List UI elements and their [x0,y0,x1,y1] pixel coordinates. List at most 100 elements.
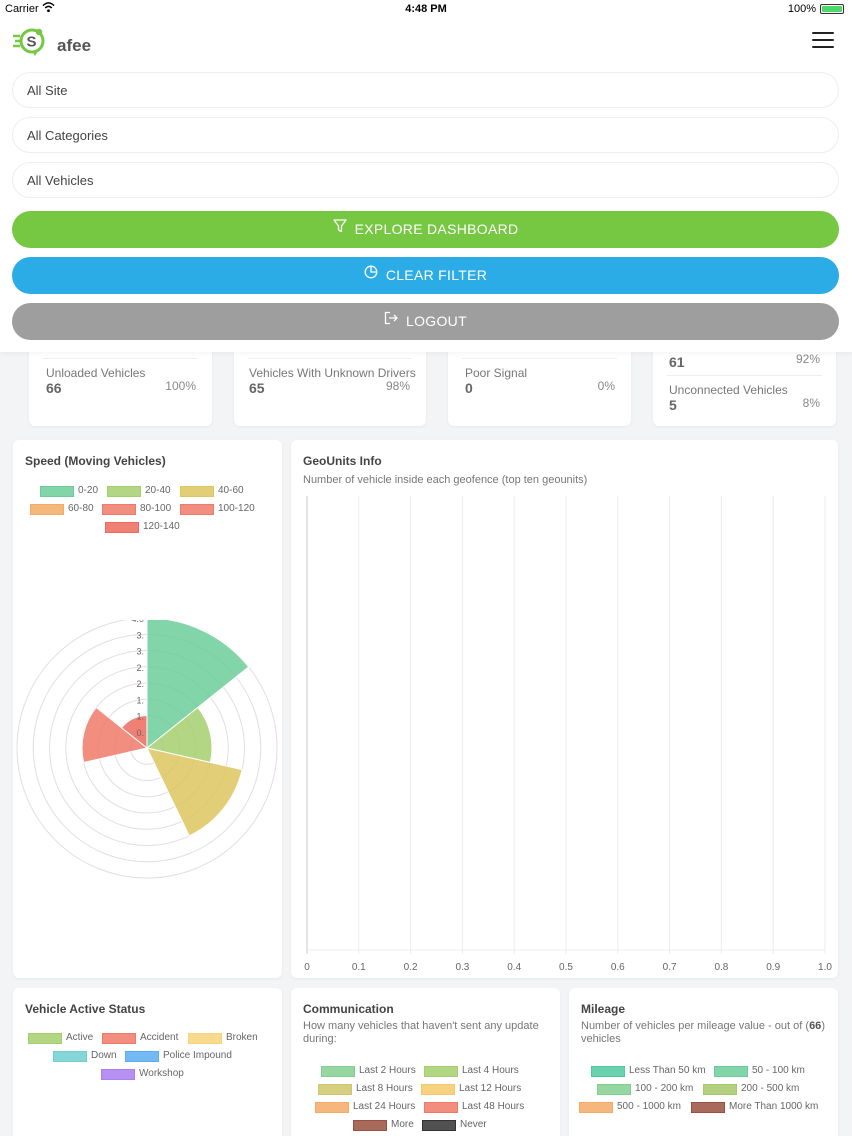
polar-segment[interactable] [146,747,243,837]
polar-tick-label: 1. [136,712,144,722]
legend-label: 100-120 [218,503,255,514]
legend-item[interactable]: Police Impound [125,1050,232,1062]
legend-item[interactable]: Active [28,1032,93,1044]
legend-label: Active [66,1032,94,1043]
explore-dashboard-label: EXPLORE DASHBOARD [354,221,519,237]
menu-icon[interactable] [812,32,834,50]
categories-select-value: All Categories [27,128,108,143]
polar-tick-label: 3. [136,630,144,640]
legend-item[interactable]: 80-100 [102,503,171,515]
legend-swatch [180,503,214,515]
clock: 4:48 PM [405,3,447,15]
legend-label: Last 8 Hours [356,1083,413,1094]
legend-item[interactable]: 60-80 [30,503,94,515]
logout-label: LOGOUT [406,313,467,329]
legend-item[interactable]: More Than 1000 km [691,1101,818,1113]
legend-swatch [424,1101,458,1113]
legend-swatch [105,521,139,533]
legend-label: Down [91,1050,117,1061]
site-select[interactable]: All Site [12,72,839,108]
poor-signal-percent: 0% [597,379,615,393]
mileage-card-title: Mileage [581,1002,626,1016]
active-status-card-title: Vehicle Active Status [25,1002,146,1016]
legend-item[interactable]: 40-60 [180,485,244,497]
legend-label: Workshop [139,1068,184,1079]
geo-x-tick-label: 0.2 [404,962,418,973]
communication-card-subtitle: How many vehicles that haven't sent any … [303,1020,539,1045]
filter-icon [332,210,347,247]
legend-item[interactable]: Last 24 Hours [315,1101,415,1113]
legend-swatch [28,1032,62,1044]
legend-item[interactable]: 200 - 500 km [703,1083,799,1095]
legend-swatch [424,1065,458,1077]
speed-polar-chart: 4.0 3. 3. 2. 2. 1. 1. 0. [16,620,278,879]
legend-item[interactable]: Last 12 Hours [421,1083,521,1095]
explore-dashboard-button[interactable]: EXPLORE DASHBOARD [12,211,839,248]
logout-button[interactable]: LOGOUT [12,303,839,340]
legend-item[interactable]: Last 48 Hours [424,1101,524,1113]
legend-item[interactable]: Accident [102,1032,178,1044]
unconnected-label: Unconnected Vehicles [669,383,788,397]
safee-logo: S afee [12,24,92,56]
legend-label: 40-60 [218,485,244,496]
polar-segment[interactable] [145,706,213,764]
polar-segment[interactable] [146,620,250,750]
polar-segment[interactable] [120,714,148,750]
legend-item[interactable]: Workshop [101,1068,184,1080]
geounits-card-title: GeoUnits Info [303,454,382,468]
poor-signal-label: Poor Signal [465,366,528,380]
polar-tick-label: 2. [136,663,144,673]
polar-segment[interactable] [81,706,149,764]
legend-item[interactable]: 100 - 200 km [597,1083,693,1095]
divider [462,358,617,359]
legend-swatch [102,1032,136,1044]
legend-item[interactable]: 20-40 [107,485,171,497]
divider [43,358,198,359]
legend-label: Last 24 Hours [353,1101,416,1112]
legend-swatch [40,485,74,497]
legend-item[interactable]: Never [422,1119,487,1131]
legend-item[interactable]: 120-140 [105,521,180,533]
geo-x-tick-label: 1.0 [818,962,832,973]
polar-tick-label: 0. [136,728,144,738]
legend-item[interactable]: Less Than 50 km [591,1065,706,1077]
legend-label: Last 2 Hours [359,1065,416,1076]
logo-letter: S [27,34,37,51]
legend-swatch [180,485,214,497]
unloaded-label: Unloaded Vehicles [46,366,146,380]
legend-item[interactable]: Last 4 Hours [424,1065,519,1077]
legend-item[interactable]: 100-120 [180,503,255,515]
clear-filter-button[interactable]: CLEAR FILTER [12,257,839,294]
legend-label: Broken [226,1032,258,1043]
legend-swatch [421,1083,455,1095]
unconnected-value: 5 [669,397,677,413]
polar-tick-label: 3. [136,647,144,657]
vehicles-select-value: All Vehicles [27,173,94,188]
legend-item[interactable]: Last 8 Hours [318,1083,413,1095]
legend-item[interactable]: 50 - 100 km [714,1065,805,1077]
safee-logo-icon: S [13,28,45,56]
geo-x-tick-label: 0.5 [559,962,573,973]
legend-item[interactable]: Broken [188,1032,258,1044]
categories-select[interactable]: All Categories [12,117,839,153]
wifi-icon [42,1,55,17]
legend-item[interactable]: 0-20 [40,485,98,497]
logo-text: afee [57,36,92,55]
legend-item[interactable]: Last 2 Hours [321,1065,416,1077]
mileage-subtitle-suffix: ) [821,1020,825,1032]
legend-label: Less Than 50 km [629,1065,706,1076]
legend-label: 0-20 [78,485,99,496]
communication-card: Communication How many vehicles that hav… [291,988,560,1136]
geo-x-tick-label: 0.6 [611,962,625,973]
legend-item[interactable]: More [353,1119,414,1131]
legend-label: More [391,1119,414,1130]
geo-x-tick-label: 0.3 [455,962,469,973]
legend-item[interactable]: Down [53,1050,117,1062]
legend-item[interactable]: 500 - 1000 km [579,1101,681,1113]
mileage-subtitle-line2: vehicles [581,1033,621,1045]
pie-chart-icon [364,256,378,293]
vehicles-select[interactable]: All Vehicles [12,162,839,198]
partial-stat-value: 61 [669,354,685,370]
site-select-value: All Site [27,83,68,98]
battery-percent: 100% [787,3,816,15]
